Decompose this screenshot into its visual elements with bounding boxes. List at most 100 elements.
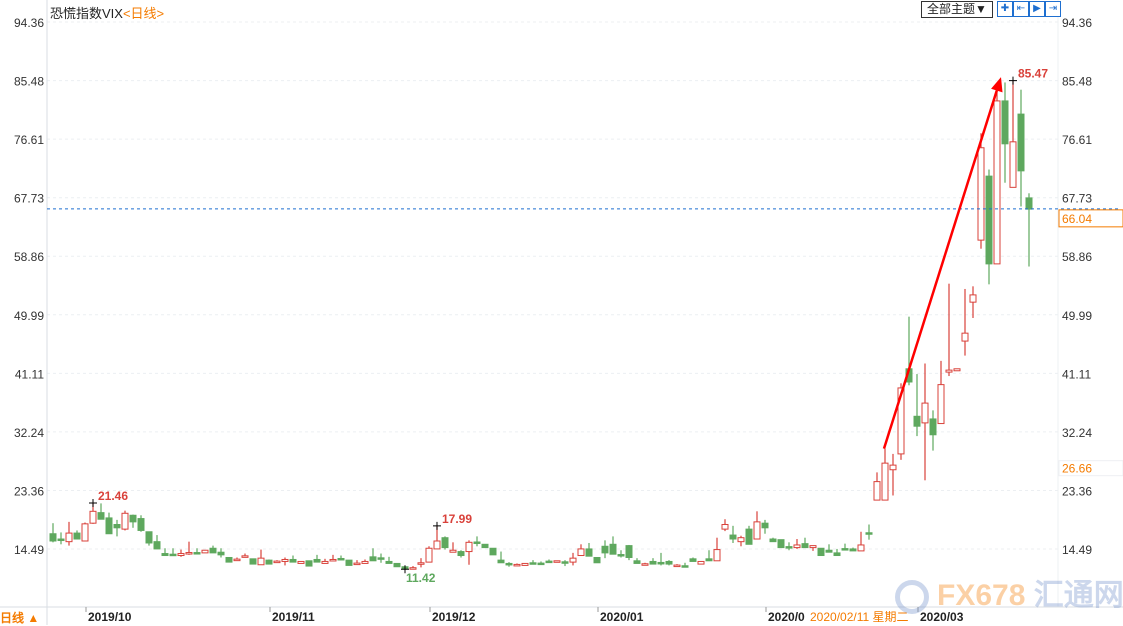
- candle-body: [377, 557, 385, 560]
- candle-body: [337, 557, 345, 561]
- candle-body: [721, 524, 729, 530]
- candle-body: [953, 368, 961, 372]
- theme-dropdown[interactable]: 全部主题▼: [921, 1, 993, 18]
- candle-body: [593, 556, 601, 564]
- candle-body: [113, 524, 121, 529]
- x-tick-label: 2019/11: [272, 610, 315, 624]
- candle-body: [881, 462, 889, 501]
- candle-body: [57, 538, 65, 542]
- watermark-name: 汇通网: [1033, 579, 1123, 612]
- candle-body: [1001, 100, 1009, 145]
- candle-body: [801, 543, 809, 549]
- candle-body: [481, 543, 489, 549]
- candle-body: [353, 562, 361, 566]
- high-label: 21.46: [98, 489, 128, 503]
- candle-body: [177, 553, 185, 557]
- candle-body: [161, 553, 169, 557]
- period-label[interactable]: <日线>: [122, 6, 165, 21]
- candle-body: [105, 517, 113, 535]
- candle-body: [449, 549, 457, 553]
- candle-body: [297, 560, 305, 564]
- candle-body: [313, 558, 321, 563]
- candle-body: [697, 560, 705, 565]
- period-toggle[interactable]: 日线 ▲: [0, 611, 40, 625]
- exit-icon[interactable]: ⇥: [1045, 1, 1061, 17]
- x-tick-label: 2020/03: [920, 610, 964, 624]
- crosshair-date-label: 2020/02/11 星期二: [810, 610, 909, 624]
- candle-body: [841, 548, 849, 551]
- candle-body: [753, 521, 761, 540]
- high-label: 17.99: [442, 512, 472, 526]
- high-marker: [89, 498, 97, 507]
- trend-arrow: [882, 77, 1003, 450]
- candle-body: [913, 415, 921, 427]
- candle-body: [993, 100, 1001, 265]
- y-tick-label: 94.36: [1062, 16, 1092, 30]
- candle-body: [737, 537, 745, 543]
- candle-body: [785, 546, 793, 549]
- candle-body: [417, 562, 425, 565]
- high-marker: [1009, 76, 1017, 85]
- high-marker: [433, 521, 441, 530]
- candle-body: [129, 514, 137, 523]
- candle-body: [321, 560, 329, 564]
- y-tick-label: 32.24: [14, 426, 44, 440]
- candle-body: [969, 294, 977, 303]
- candle-body: [873, 481, 881, 501]
- candle-body: [193, 552, 201, 555]
- y-tick-label: 23.36: [14, 484, 44, 498]
- candle-body: [393, 562, 401, 568]
- candle-body: [1025, 197, 1033, 210]
- candle-body: [937, 384, 945, 425]
- high-label: 85.47: [1018, 67, 1048, 81]
- trend-arrow-head: [991, 77, 1003, 93]
- candle-body: [817, 547, 825, 557]
- candle-body: [233, 558, 241, 562]
- candle-body: [73, 532, 81, 540]
- candle-body: [457, 551, 465, 557]
- play-icon[interactable]: ▶: [1029, 1, 1045, 17]
- candle-body: [561, 561, 569, 564]
- candle-body: [545, 560, 553, 564]
- candle-body: [529, 562, 537, 565]
- x-tick-label: 2019/10: [88, 610, 132, 624]
- candle-body: [169, 553, 177, 557]
- candle-body: [761, 522, 769, 529]
- candle-body: [961, 332, 969, 342]
- trend-arrow-line: [882, 90, 998, 450]
- candle-body: [209, 547, 217, 554]
- y-tick-label: 76.61: [14, 133, 44, 147]
- candle-body: [617, 554, 625, 557]
- zoom-range-icon[interactable]: ⇤: [1013, 1, 1029, 17]
- annotations: 21.46 17.99 11.42 85.47: [89, 67, 1048, 585]
- candle-body: [553, 560, 561, 563]
- candle-body: [1017, 113, 1025, 172]
- y-tick-label: 85.48: [1062, 75, 1092, 89]
- candle-body: [89, 510, 97, 524]
- crosshair-icon[interactable]: ✚: [997, 1, 1013, 17]
- candle-body: [97, 512, 105, 520]
- candle-body: [1009, 141, 1017, 188]
- candle-body: [489, 547, 497, 556]
- y-tick-label: 67.73: [14, 192, 44, 206]
- candle-body: [921, 402, 929, 424]
- x-tick-label: 2020/0: [768, 610, 805, 624]
- candle-body: [465, 541, 473, 553]
- candle-body: [241, 555, 249, 558]
- candle-body: [977, 147, 985, 241]
- candle-body: [513, 563, 521, 567]
- y-tick-label: 41.11: [1062, 367, 1091, 381]
- candle-body: [257, 557, 265, 566]
- watermark-brand: FX678: [937, 579, 1026, 612]
- candle-body: [625, 545, 633, 558]
- candle-body: [409, 567, 417, 570]
- low-marker: [401, 565, 409, 574]
- chart-title: 恐慌指数VIX<日线>: [50, 3, 164, 22]
- candle-body: [505, 562, 513, 566]
- candle-body: [729, 534, 737, 540]
- candle-body: [497, 559, 505, 564]
- y-tick-label: 14.49: [14, 543, 44, 557]
- candle-body: [441, 537, 449, 549]
- candle-body: [825, 549, 833, 553]
